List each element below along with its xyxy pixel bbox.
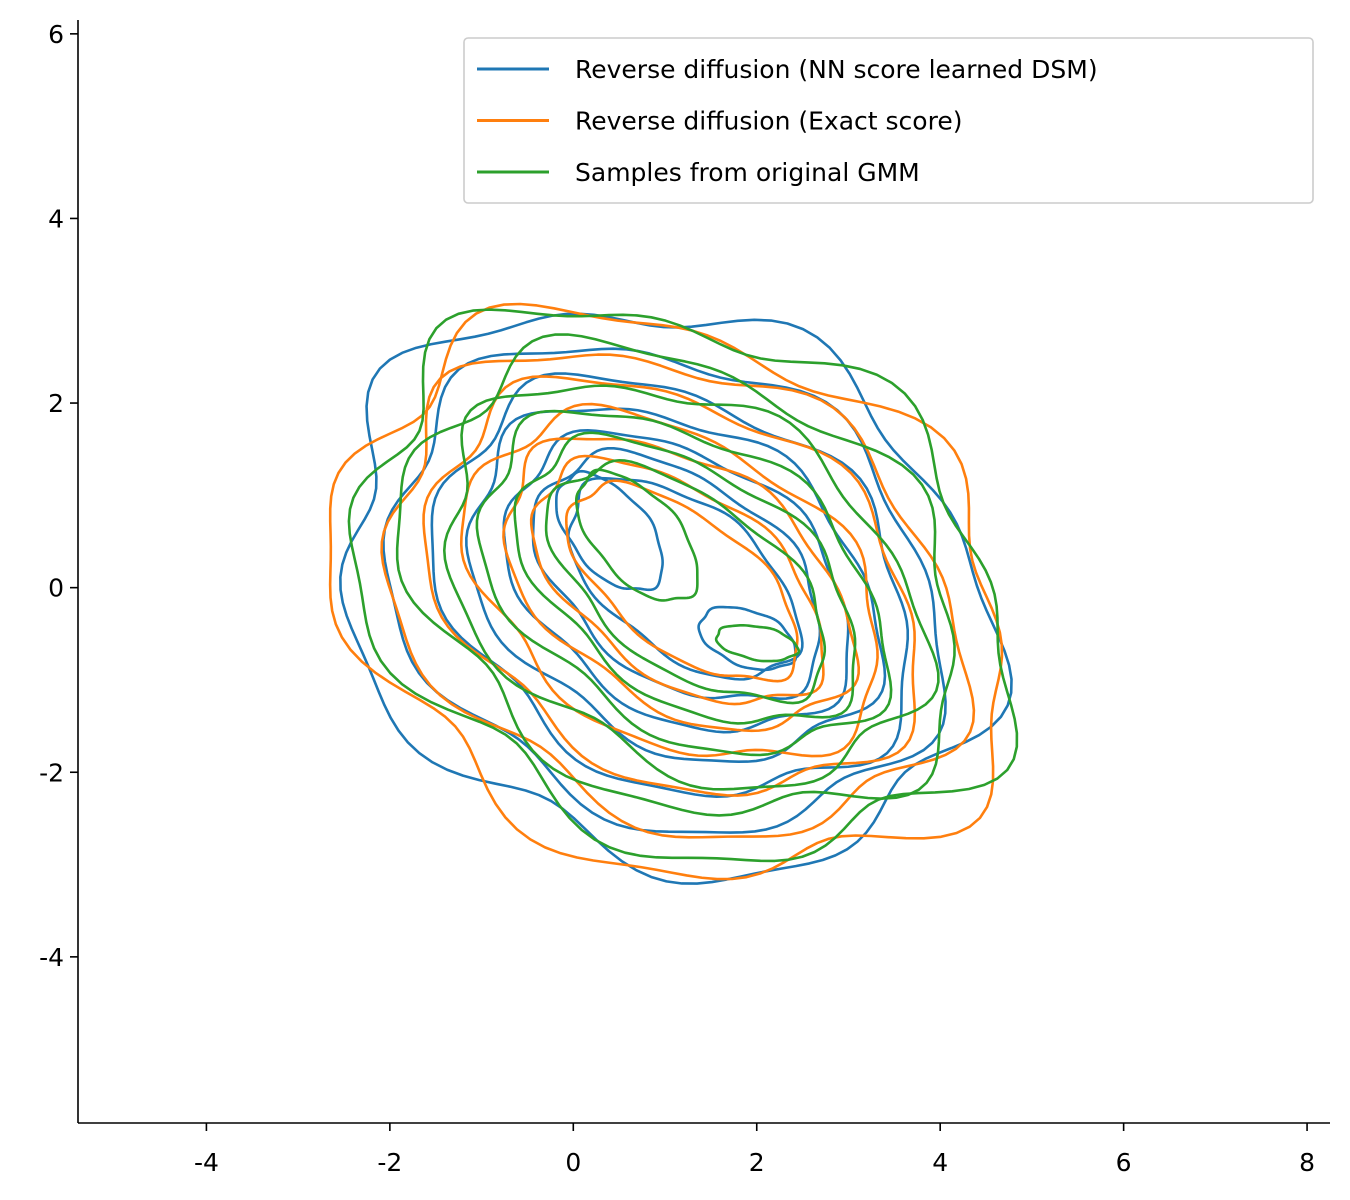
contour-line <box>574 468 699 602</box>
legend-frame <box>463 37 1314 204</box>
contour-line <box>459 402 879 758</box>
contour-line <box>544 458 827 705</box>
contour-line <box>502 437 860 733</box>
contour-line <box>339 312 1013 885</box>
x-tick-label: 8 <box>1299 1148 1315 1177</box>
y-tick-label: -4 <box>39 943 64 972</box>
y-axis-ticks: -4 -2 0 2 4 6 <box>39 20 78 972</box>
legend-entries: Reverse diffusion (NN score learned DSM)… <box>477 55 1098 187</box>
contour-line <box>347 308 1019 863</box>
x-tick-label: -2 <box>377 1148 402 1177</box>
contour-line <box>380 353 976 839</box>
y-tick-label: 4 <box>48 204 64 233</box>
plot-area <box>328 302 1019 885</box>
x-axis-ticks: -4 -2 0 2 4 6 8 <box>194 1123 1315 1177</box>
legend: Reverse diffusion (NN score learned DSM)… <box>463 37 1314 204</box>
contour-line <box>714 623 801 663</box>
x-tick-label: 6 <box>1116 1148 1132 1177</box>
legend-label: Reverse diffusion (Exact score) <box>575 107 962 136</box>
x-tick-label: 2 <box>749 1148 765 1177</box>
y-tick-label: -2 <box>39 758 64 787</box>
contour-line <box>395 333 956 817</box>
contour-series <box>328 302 1004 881</box>
contour-line <box>442 384 940 791</box>
contour-line <box>422 375 917 797</box>
x-tick-label: -4 <box>194 1148 219 1177</box>
x-tick-label: 0 <box>565 1148 581 1177</box>
y-tick-label: 0 <box>48 574 64 603</box>
y-tick-label: 6 <box>48 20 64 49</box>
contour-line <box>513 431 857 725</box>
contour-line <box>697 605 798 672</box>
legend-label: Reverse diffusion (NN score learned DSM) <box>575 55 1098 84</box>
contour-line <box>382 347 947 834</box>
y-tick-label: 2 <box>48 389 64 418</box>
legend-label: Samples from original GMM <box>575 158 920 187</box>
x-tick-label: 4 <box>932 1148 948 1177</box>
contour-line <box>567 476 804 681</box>
contour-line <box>564 479 799 683</box>
contour-line <box>328 302 1004 881</box>
contour-line <box>475 409 893 757</box>
contour-series <box>347 308 1019 863</box>
